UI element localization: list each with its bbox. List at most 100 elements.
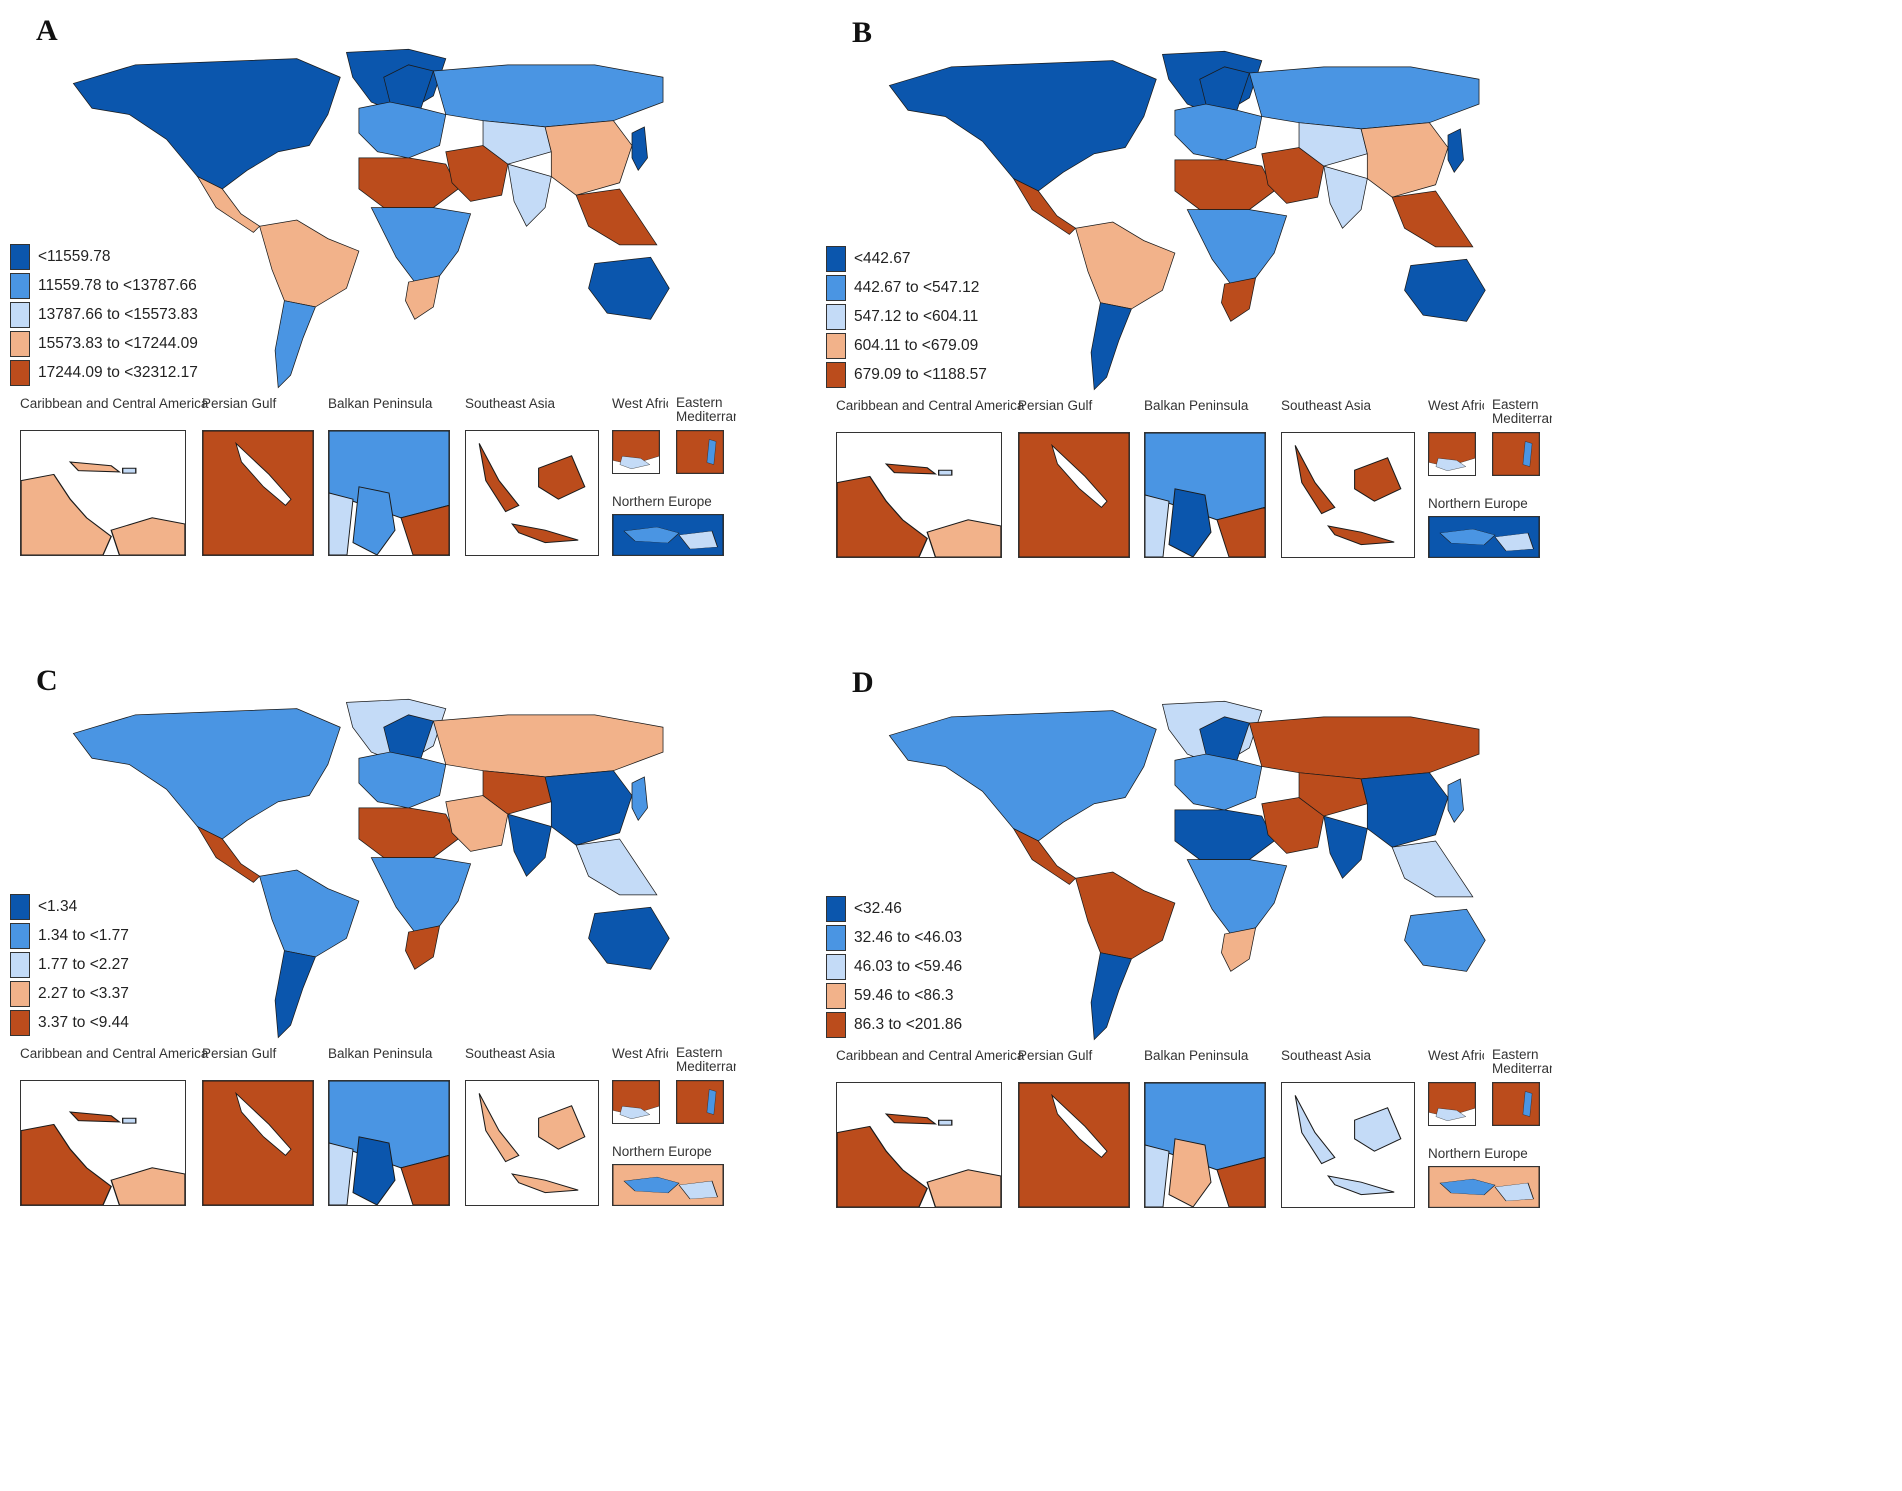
region-russia	[432, 64, 664, 128]
inset-title-west-africa: West Africa	[1428, 1048, 1484, 1063]
inset-map-west-africa	[1428, 432, 1476, 476]
inset-title-northern-europe: Northern Europe	[1428, 1146, 1528, 1161]
region-europe	[1174, 753, 1263, 811]
panel-c: C <1.34 1.34 to <1.77 1.77 to <2.27 2.27 to…	[0, 650, 951, 1395]
region-japan	[631, 776, 648, 822]
region-sub-saharan-africa	[370, 857, 472, 933]
inset-map-gulf	[1018, 1082, 1130, 1208]
inset-map-balkan	[328, 430, 450, 556]
legend-label: 679.09 to <1188.57	[854, 365, 987, 383]
legend-label: 13787.66 to <15573.83	[38, 305, 198, 323]
inset-title-gulf: Persian Gulf	[202, 1046, 277, 1061]
inset-region	[619, 1106, 651, 1119]
legend-label: <11559.78	[38, 247, 111, 265]
region-china	[544, 120, 633, 196]
inset-region	[706, 439, 717, 465]
inset-title-west-africa: West Africa	[612, 396, 668, 411]
inset-map-sea	[1281, 432, 1415, 558]
region-southern-africa	[405, 925, 441, 970]
inset-region	[1493, 1083, 1539, 1125]
inset-region	[235, 441, 292, 507]
region-north-america	[888, 710, 1157, 842]
inset-region	[1051, 443, 1108, 509]
legend-label: 32.46 to <46.03	[854, 928, 963, 946]
region-china	[544, 770, 633, 846]
region-north-africa	[1174, 159, 1275, 210]
region-australia	[588, 906, 670, 970]
inset-region	[1439, 1178, 1496, 1196]
region-southeast-asia	[575, 188, 658, 246]
region-southern-africa	[405, 275, 441, 320]
legend-item: 442.67 to <547.12	[826, 273, 987, 302]
region-australia	[1404, 908, 1486, 972]
inset-region	[510, 1173, 579, 1194]
region-southern-africa	[1221, 927, 1257, 972]
inset-title-west-africa: West Africa	[1428, 398, 1484, 413]
region-australia	[1404, 258, 1486, 322]
inset-title-northern-europe: Northern Europe	[612, 1144, 712, 1159]
inset-region	[1326, 525, 1395, 546]
region-europe	[358, 101, 447, 159]
inset-region	[1439, 528, 1496, 546]
world-choropleth-map	[888, 700, 1486, 1041]
legend-item: 2.27 to <3.37	[10, 979, 129, 1008]
inset-title-sea: Southeast Asia	[1281, 398, 1372, 413]
legend-swatch	[10, 301, 30, 328]
inset-region	[400, 1154, 449, 1205]
inset-map-sea	[1281, 1082, 1415, 1208]
inset-region	[1168, 1138, 1212, 1207]
inset-region	[1429, 433, 1475, 467]
inset-region	[478, 443, 520, 513]
region-central-america	[196, 175, 261, 233]
inset-region	[1216, 506, 1265, 557]
region-north-africa	[358, 157, 459, 208]
inset-region	[68, 461, 122, 473]
region-central-asia	[482, 120, 552, 165]
inset-map-eastern-med	[1492, 432, 1540, 476]
region-south-america-north	[259, 869, 360, 958]
legend-label: 3.37 to <9.44	[38, 1013, 129, 1031]
legend-item: 13787.66 to <15573.83	[10, 300, 198, 329]
inset-region	[938, 1119, 953, 1126]
legend-item: 86.3 to <201.86	[826, 1010, 962, 1039]
legend-label: 59.46 to <86.3	[854, 986, 954, 1004]
inset-region	[926, 1169, 1001, 1207]
inset-region	[613, 1081, 659, 1115]
inset-title-eastern-med: Eastern Mediterranean	[676, 396, 736, 424]
region-china	[1360, 772, 1449, 848]
legend-label: 17244.09 to <32312.17	[38, 363, 198, 381]
legend-swatch	[826, 982, 846, 1009]
map-legend: <1.34 1.34 to <1.77 1.77 to <2.27 2.27 to <…	[10, 892, 129, 1037]
legend-swatch	[826, 332, 846, 359]
inset-region	[623, 1176, 680, 1194]
inset-map-balkan	[328, 1080, 450, 1206]
region-southern-africa	[1221, 277, 1257, 322]
inset-region	[352, 1136, 396, 1205]
inset-title-gulf: Persian Gulf	[1018, 1048, 1093, 1063]
inset-region	[1494, 1182, 1534, 1202]
inset-title-caribbean: Caribbean and Central America	[20, 396, 209, 411]
inset-region	[1435, 458, 1467, 471]
inset-title-eastern-med: Eastern Mediterranean	[1492, 1048, 1552, 1076]
region-russia	[1248, 66, 1480, 130]
inset-region	[203, 1081, 313, 1205]
inset-region	[677, 1081, 723, 1123]
region-japan	[631, 126, 648, 172]
inset-region	[1294, 445, 1336, 515]
inset-region	[21, 473, 112, 555]
legend-item: <442.67	[826, 244, 987, 273]
inset-title-balkan: Balkan Peninsula	[328, 396, 433, 411]
region-australia	[588, 256, 670, 320]
inset-region	[400, 504, 449, 555]
legend-label: 1.34 to <1.77	[38, 926, 129, 944]
legend-swatch	[826, 245, 846, 272]
inset-region	[478, 1093, 520, 1163]
inset-region	[837, 1125, 928, 1207]
inset-map-caribbean	[20, 1080, 186, 1206]
legend-swatch	[826, 361, 846, 388]
region-europe	[1174, 103, 1263, 161]
inset-map-eastern-med	[676, 1080, 724, 1124]
inset-map-caribbean	[20, 430, 186, 556]
inset-region	[122, 1117, 137, 1124]
region-south-america-south	[274, 950, 316, 1039]
